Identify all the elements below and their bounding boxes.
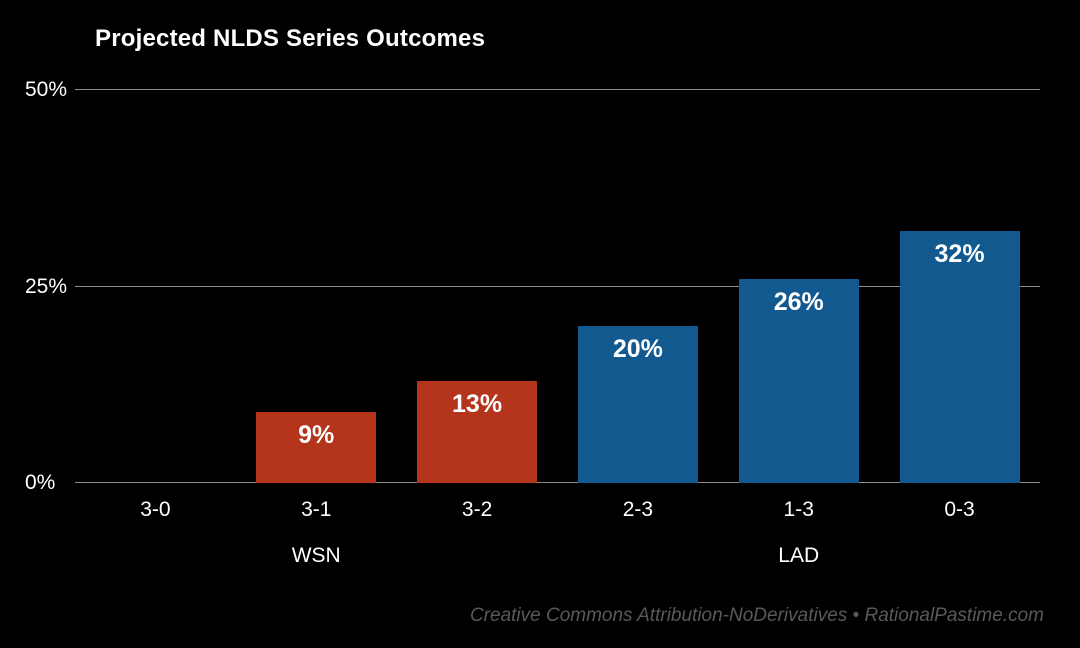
bar-value-label: 9% <box>298 421 335 450</box>
team-label-empty <box>879 544 1040 568</box>
x-tick-1-3: 1-3 <box>783 498 814 521</box>
y-axis-label: 0% <box>25 471 56 494</box>
bar-3-2: 13% <box>417 380 538 483</box>
y-axis-label: 25% <box>25 274 68 298</box>
bar-value-label: 13% <box>452 389 503 418</box>
bar-3-1: 9% <box>256 412 377 483</box>
team-labels-row: WSN LAD <box>75 544 1040 568</box>
bar-slot-2-3: 20% <box>557 90 718 483</box>
team-label-empty <box>75 544 236 568</box>
bar-value-label: 26% <box>773 287 824 316</box>
attribution-footer: Creative Commons Attribution-NoDerivativ… <box>469 605 1044 626</box>
bar-slot-0-3: 32% <box>879 90 1040 483</box>
bar-slot-3-2: 13% <box>397 90 558 483</box>
bar-0-3: 32% <box>899 231 1020 483</box>
team-label-empty <box>557 544 718 568</box>
gridline-50%: 50% <box>25 78 1040 101</box>
bar-1-3: 26% <box>738 278 859 483</box>
x-tick-2-3: 2-3 <box>622 498 654 521</box>
bar-slot-1-3: 26% <box>718 90 879 483</box>
bar-value-label: 32% <box>934 240 985 269</box>
bar-2-3: 20% <box>577 325 698 483</box>
x-tick-3-2: 3-2 <box>461 498 493 521</box>
bar-value-label: 20% <box>612 334 663 363</box>
x-axis-tick-labels: 3-0 3-1 3-2 2-3 1-3 0-3 <box>75 498 1040 522</box>
bars: 9% 13% 20% 26% 32% <box>75 90 1040 483</box>
plot-area: 0% 25% 50% 9% 13% 20% 26% 32% <box>25 78 1040 494</box>
team-label-LAD: LAD <box>778 544 820 567</box>
bar-slot-3-1: 9% <box>236 90 397 483</box>
gridline-25%: 25% <box>25 275 1040 298</box>
chart-title: Projected NLDS Series Outcomes <box>95 25 486 52</box>
team-label-empty <box>397 544 558 568</box>
y-axis-label: 50% <box>25 78 68 101</box>
x-tick-3-1: 3-1 <box>301 498 332 521</box>
x-tick-3-0: 3-0 <box>140 498 171 521</box>
bar-slot-3-0 <box>75 90 236 483</box>
x-tick-0-3: 0-3 <box>944 498 975 521</box>
gridline-0%: 0% <box>25 471 1040 494</box>
team-label-WSN: WSN <box>291 544 341 567</box>
